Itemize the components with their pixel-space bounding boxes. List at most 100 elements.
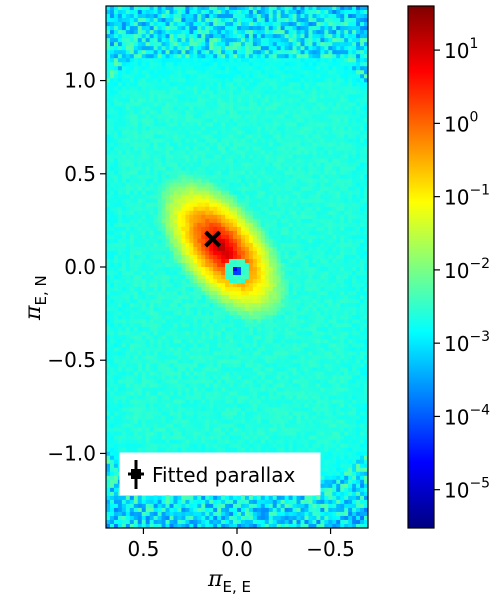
heatmap-cell	[328, 295, 333, 300]
heatmap-cell	[129, 234, 135, 240]
heatmap-cell	[125, 242, 131, 248]
heatmap-cell	[304, 170, 309, 175]
heatmap-cell	[201, 218, 206, 224]
heatmap-cell	[217, 150, 222, 155]
heatmap-cell	[181, 26, 186, 31]
heatmap-cell	[364, 299, 368, 304]
heatmap-cell	[256, 267, 262, 272]
heatmap-cell	[344, 74, 349, 79]
heatmap-cell	[145, 130, 150, 135]
heatmap-cell	[125, 6, 131, 11]
heatmap-cell	[185, 34, 190, 39]
heatmap-cell	[268, 250, 274, 256]
heatmap-cell	[201, 242, 206, 248]
heatmap-cell	[244, 271, 250, 276]
heatmap-cell	[364, 186, 368, 192]
heatmap-cell	[284, 194, 289, 200]
heatmap-cell	[324, 210, 329, 216]
heatmap-cell	[308, 66, 313, 71]
heatmap-cell	[165, 198, 170, 204]
heatmap-cell	[125, 194, 131, 200]
heatmap-cell	[189, 18, 194, 23]
heatmap-cell	[209, 174, 214, 179]
heatmap-cell	[308, 130, 313, 135]
heatmap-cell	[213, 299, 218, 304]
heatmap-cell	[185, 54, 190, 59]
heatmap-cell	[217, 254, 222, 260]
heatmap-cell	[217, 130, 222, 135]
heatmap-cell	[233, 34, 238, 39]
heatmap-cell	[304, 254, 309, 260]
heatmap-cell	[237, 154, 242, 159]
heatmap-cell	[229, 166, 234, 171]
heatmap-cell	[237, 38, 242, 43]
heatmap-cell	[300, 110, 305, 115]
heatmap-cell	[336, 198, 341, 204]
heatmap-cell	[332, 70, 337, 75]
heatmap-cell	[201, 295, 206, 300]
heatmap-cell	[340, 158, 345, 163]
heatmap-cell	[113, 218, 119, 224]
heatmap-cell	[125, 146, 131, 151]
heatmap-cell	[328, 86, 333, 91]
heatmap-cell	[256, 114, 262, 119]
heatmap-cell	[181, 206, 186, 212]
heatmap-cell	[201, 166, 206, 171]
heatmap-cell	[185, 14, 190, 19]
heatmap-cell	[276, 226, 281, 232]
heatmap-cell	[185, 102, 190, 107]
heatmap-cell	[336, 158, 341, 163]
heatmap-cell	[272, 190, 277, 196]
heatmap-cell	[296, 267, 301, 272]
heatmap-cell	[272, 118, 277, 123]
heatmap-cell	[308, 299, 313, 304]
heatmap-cell	[304, 22, 309, 27]
heatmap-cell	[320, 287, 325, 292]
heatmap-cell	[248, 34, 254, 39]
heatmap-cell	[240, 214, 246, 220]
heatmap-cell	[149, 106, 154, 111]
heatmap-cell	[161, 114, 166, 119]
heatmap-cell	[296, 134, 301, 139]
heatmap-cell	[316, 283, 321, 288]
heatmap-cell	[252, 210, 258, 216]
heatmap-cell	[173, 134, 178, 139]
heatmap-cell	[117, 110, 123, 115]
heatmap-cell	[109, 190, 115, 196]
heatmap-cell	[244, 142, 250, 147]
heatmap-cell	[229, 106, 234, 111]
heatmap-cell	[304, 154, 309, 159]
heatmap-cell	[324, 14, 329, 19]
heatmap-cell	[280, 174, 285, 179]
heatmap-cell	[193, 6, 198, 11]
heatmap-cell	[272, 222, 277, 228]
heatmap-cell	[137, 178, 143, 183]
heatmap-cell	[106, 307, 111, 312]
heatmap-cell	[264, 74, 270, 79]
heatmap-cell	[328, 250, 333, 256]
heatmap-cell	[229, 287, 234, 292]
heatmap-cell	[364, 154, 368, 159]
heatmap-cell	[252, 134, 258, 139]
heatmap-cell	[296, 222, 301, 228]
heatmap-cell	[165, 226, 170, 232]
heatmap-cell	[193, 250, 198, 256]
heatmap-cell	[240, 126, 246, 131]
heatmap-cell	[244, 174, 250, 179]
heatmap-cell	[244, 262, 250, 268]
heatmap-cell	[189, 82, 194, 87]
heatmap-cell	[328, 162, 333, 167]
heatmap-cell	[240, 226, 246, 232]
heatmap-cell	[264, 246, 270, 252]
heatmap-cell	[109, 206, 115, 212]
heatmap-cell	[229, 238, 234, 244]
heatmap-cell	[268, 114, 274, 119]
heatmap-cell	[300, 98, 305, 103]
heatmap-cell	[149, 283, 154, 288]
heatmap-cell	[225, 66, 230, 71]
heatmap-cell	[233, 26, 238, 31]
heatmap-cell	[165, 202, 170, 208]
heatmap-cell	[332, 34, 337, 39]
heatmap-cell	[209, 202, 214, 208]
heatmap-cell	[308, 194, 313, 200]
